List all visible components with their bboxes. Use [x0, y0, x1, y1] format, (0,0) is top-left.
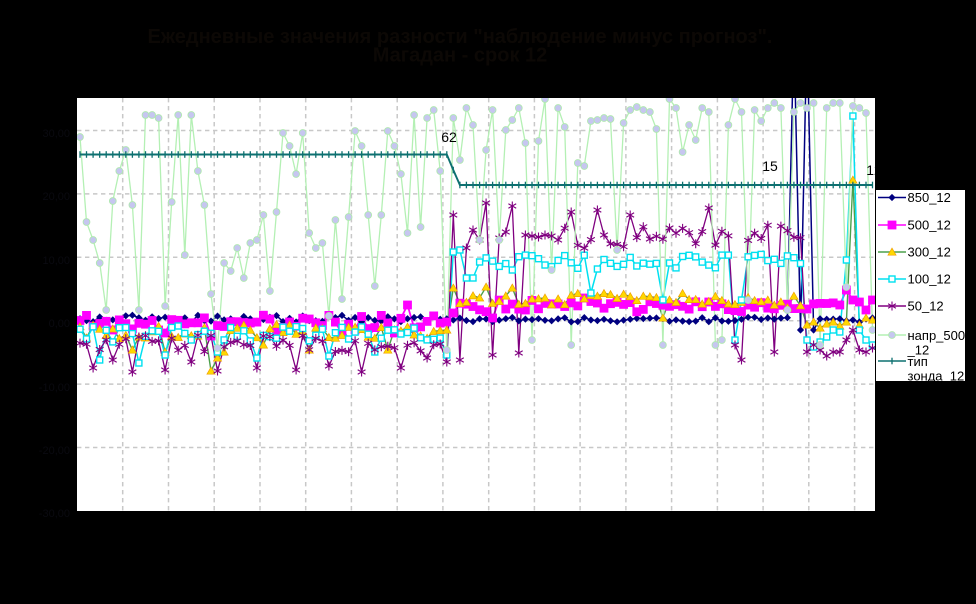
svg-text:Магадан - срок 12: Магадан - срок 12 [373, 45, 548, 67]
svg-text:-30,00: -30,00 [39, 508, 70, 520]
svg-text:зонда_12: зонда_12 [908, 369, 965, 384]
svg-text:50_12: 50_12 [908, 299, 944, 314]
svg-text:-10,00: -10,00 [39, 382, 70, 394]
svg-text:30,00: 30,00 [42, 128, 70, 140]
svg-text:-20,00: -20,00 [39, 445, 70, 457]
svg-text:тип: тип [908, 354, 928, 369]
svg-text:12: 12 [866, 162, 882, 178]
svg-text:300_12: 300_12 [908, 245, 951, 260]
svg-text:850_12: 850_12 [908, 190, 951, 205]
svg-text:15: 15 [762, 158, 778, 174]
svg-text:напр_500: напр_500 [908, 328, 966, 343]
svg-text:0,00: 0,00 [49, 318, 70, 330]
svg-text:500_12: 500_12 [908, 218, 951, 233]
svg-text:20,00: 20,00 [42, 191, 70, 203]
svg-text:Ежедневные значения разности ": Ежедневные значения разности "наблюдение… [148, 26, 773, 48]
svg-text:10,00: 10,00 [42, 255, 70, 267]
svg-text:_12: _12 [907, 343, 930, 358]
svg-text:62: 62 [441, 129, 457, 145]
svg-text:100_12: 100_12 [908, 272, 951, 287]
